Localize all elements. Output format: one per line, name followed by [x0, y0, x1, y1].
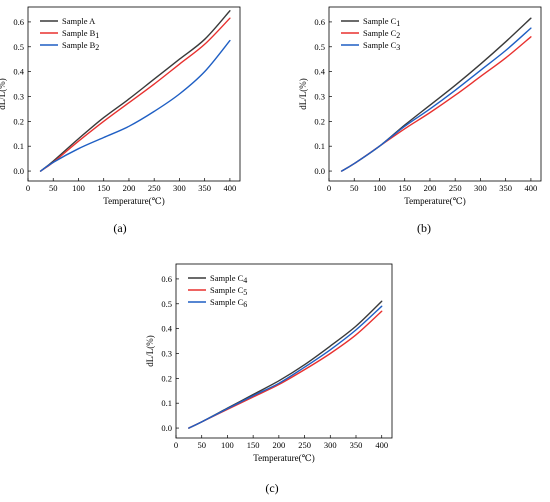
y-tick-label: 0.2 — [13, 116, 24, 126]
legend-label-2: Sample B1 — [62, 28, 99, 40]
legend-label-subscript: 5 — [243, 288, 247, 297]
x-tick-label: 250 — [298, 440, 311, 450]
y-tick-label: 0.1 — [13, 141, 24, 151]
series-line-2 — [39, 17, 231, 172]
x-tick-label: 300 — [474, 183, 487, 193]
x-tick-label: 150 — [247, 440, 260, 450]
series-line-3 — [188, 305, 383, 429]
legend-label-subscript: 2 — [95, 43, 99, 52]
x-tick-label: 400 — [525, 183, 538, 193]
x-tick-label: 50 — [49, 183, 58, 193]
y-tick-label: 0.3 — [13, 91, 24, 101]
legend-label-3: Sample C6 — [210, 297, 247, 309]
legend-label-subscript: 2 — [396, 31, 400, 40]
series-line-1 — [39, 10, 231, 172]
x-tick-label: 150 — [398, 183, 411, 193]
y-tick-label: 0.5 — [314, 42, 325, 52]
legend-label-1: Sample A — [62, 16, 96, 26]
legend-label-3: Sample C3 — [363, 40, 400, 52]
y-tick-label: 0.6 — [13, 17, 24, 27]
x-tick-label: 200 — [123, 183, 136, 193]
y-tick-label: 0.0 — [161, 423, 172, 433]
x-tick-label: 250 — [148, 183, 161, 193]
plot-frame — [175, 263, 393, 439]
y-axis-label: dL/L(%) — [145, 335, 155, 367]
chart-panel-1: 0 50 100 150 200 250 300 350 400 0.0 0.1 0.2 0.3 0.4 0… — [0, 6, 241, 235]
y-tick-label: 0.0 — [13, 166, 24, 176]
legend-label-subscript: 3 — [396, 43, 400, 52]
chart-panel-2: 0 50 100 150 200 250 300 350 400 0.0 0.1 0.2 0.3 0.4 0… — [298, 6, 542, 235]
y-tick-label: 0.6 — [314, 17, 325, 27]
y-tick-label: 0.2 — [314, 116, 325, 126]
x-tick-label: 0 — [174, 440, 178, 450]
x-axis-label: Temperature(℃) — [404, 196, 465, 206]
x-tick-label: 300 — [173, 183, 186, 193]
x-tick-label: 200 — [424, 183, 437, 193]
legend-label-text: Sample C — [210, 285, 244, 295]
legend-label-text: Sample C — [363, 40, 397, 50]
y-tick-label: 0.4 — [13, 67, 24, 77]
legend-label-text: Sample C — [363, 28, 397, 38]
legend-label-text: Sample A — [62, 16, 96, 26]
plot-frame — [27, 6, 241, 182]
plot-frame — [328, 6, 542, 182]
legend-label-text: Sample C — [210, 297, 244, 307]
legend-label-text: Sample C — [210, 273, 244, 283]
x-tick-label: 300 — [324, 440, 337, 450]
series-line-1 — [188, 300, 383, 429]
legend-label-text: Sample B — [62, 40, 96, 50]
x-tick-label: 50 — [197, 440, 206, 450]
y-tick-label: 0.6 — [161, 274, 172, 284]
x-tick-label: 400 — [224, 183, 237, 193]
x-axis-label: Temperature(℃) — [253, 453, 314, 463]
chart-panel-3: 0 50 100 150 200 250 300 350 400 0.0 0.1 0.2 0.3 0.4 0… — [145, 263, 393, 495]
legend-label-subscript: 6 — [243, 300, 247, 309]
y-tick-label: 0.1 — [314, 141, 325, 151]
legend-label-subscript: 1 — [95, 31, 99, 40]
x-tick-label: 50 — [350, 183, 359, 193]
series-line-3 — [39, 39, 231, 172]
series-line-3 — [340, 27, 532, 172]
x-tick-label: 250 — [449, 183, 462, 193]
y-tick-label: 0.1 — [161, 398, 172, 408]
x-tick-label: 100 — [72, 183, 85, 193]
y-tick-label: 0.4 — [161, 324, 172, 334]
y-tick-label: 0.3 — [314, 91, 325, 101]
panel-caption: (a) — [113, 221, 126, 235]
x-tick-label: 150 — [97, 183, 110, 193]
panel-caption: (c) — [265, 481, 278, 495]
legend-label-2: Sample C2 — [363, 28, 400, 40]
x-tick-label: 0 — [327, 183, 331, 193]
x-tick-label: 400 — [375, 440, 388, 450]
legend-label-subscript: 1 — [396, 19, 400, 28]
legend-label-text: Sample B — [62, 28, 96, 38]
y-tick-label: 0.0 — [314, 166, 325, 176]
x-tick-label: 350 — [198, 183, 211, 193]
x-tick-label: 100 — [221, 440, 234, 450]
legend-label-1: Sample C4 — [210, 273, 247, 285]
legend-label-subscript: 4 — [243, 276, 247, 285]
legend-label-1: Sample C1 — [363, 16, 400, 28]
x-tick-label: 350 — [350, 440, 363, 450]
y-axis-label: dL/L(%) — [0, 78, 7, 110]
x-tick-label: 100 — [373, 183, 386, 193]
y-tick-label: 0.5 — [161, 299, 172, 309]
y-tick-label: 0.3 — [161, 348, 172, 358]
panel-caption: (b) — [417, 221, 431, 235]
legend-label-text: Sample C — [363, 16, 397, 26]
x-tick-label: 200 — [272, 440, 285, 450]
legend-label-3: Sample B2 — [62, 40, 99, 52]
legend-label-2: Sample C5 — [210, 285, 247, 297]
x-tick-label: 350 — [499, 183, 512, 193]
y-axis-label: dL/L(%) — [298, 78, 308, 110]
y-tick-label: 0.4 — [314, 67, 325, 77]
x-tick-label: 0 — [26, 183, 30, 193]
y-tick-label: 0.5 — [13, 42, 24, 52]
x-axis-label: Temperature(℃) — [103, 196, 164, 206]
y-tick-label: 0.2 — [161, 373, 172, 383]
